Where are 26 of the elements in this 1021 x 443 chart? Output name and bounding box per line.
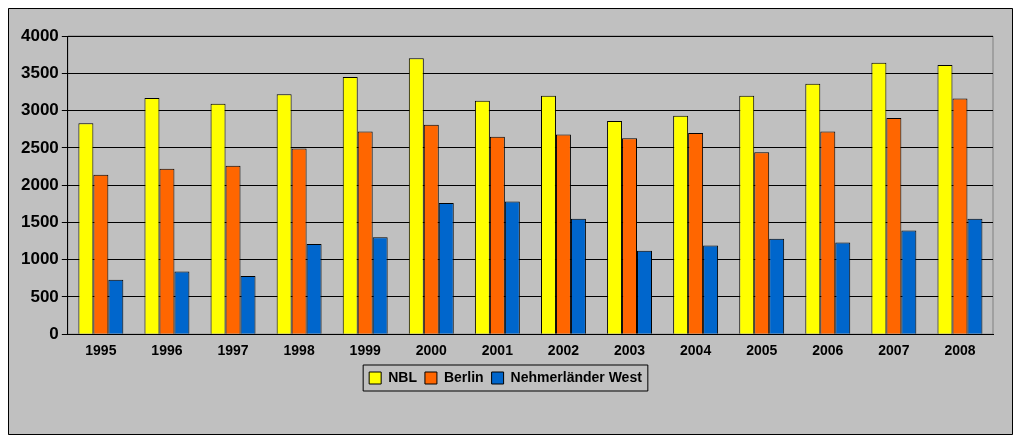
- y-tick-label: 3500: [20, 62, 59, 82]
- y-tick-label: 500: [30, 286, 59, 306]
- legend-label: NBL: [388, 368, 418, 385]
- x-tick-label: 2004: [680, 342, 712, 359]
- y-tick-label: 3000: [20, 100, 59, 120]
- x-tick-label: 2005: [746, 342, 778, 359]
- y-tick-label: 0: [49, 323, 59, 343]
- x-tick-label: 2008: [944, 342, 976, 359]
- y-tick-label: 4000: [20, 25, 59, 45]
- x-tick-label: 2000: [415, 342, 448, 359]
- x-tick-label: 1996: [151, 342, 183, 359]
- x-tick-label: 2001: [481, 342, 514, 359]
- x-tick-label: 1997: [217, 342, 249, 359]
- legend-label: Berlin: [443, 368, 484, 385]
- y-tick-label: 1500: [20, 212, 59, 232]
- x-tick-label: 2003: [613, 342, 646, 359]
- x-tick-label: 1999: [349, 342, 381, 359]
- legend-label: Nehmerländer West: [510, 368, 643, 385]
- x-tick-label: 2006: [812, 342, 844, 359]
- x-tick-label: 1995: [85, 342, 117, 359]
- y-tick-label: 2000: [20, 174, 59, 194]
- x-tick-label: 2002: [547, 342, 580, 359]
- y-tick-label: 2500: [20, 137, 59, 157]
- x-tick-label: 2007: [878, 342, 910, 359]
- x-tick-label: 1998: [283, 342, 315, 359]
- y-tick-label: 1000: [20, 249, 59, 269]
